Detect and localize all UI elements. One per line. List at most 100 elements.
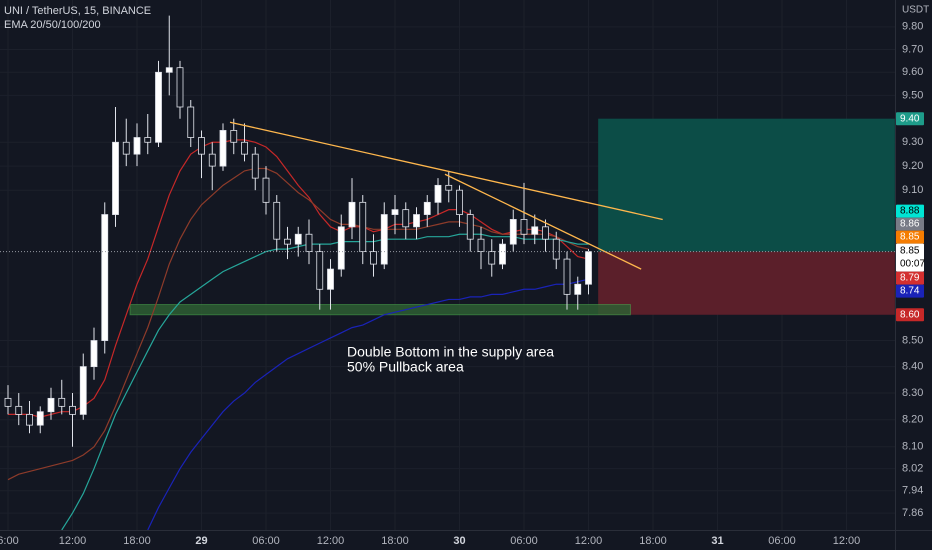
candle-body bbox=[327, 268, 334, 290]
candle-body bbox=[273, 201, 281, 240]
candle-body bbox=[26, 413, 33, 426]
x-tick-label: 29 bbox=[195, 535, 207, 547]
candle-body bbox=[391, 209, 399, 215]
grid bbox=[0, 0, 895, 530]
price-label: 9.40 bbox=[900, 113, 920, 124]
loss-zone bbox=[598, 251, 895, 315]
candle-body bbox=[348, 201, 356, 228]
candle-body bbox=[466, 214, 474, 240]
y-tick-label: 8.40 bbox=[902, 361, 923, 373]
price-label-box bbox=[896, 230, 924, 244]
candle-body bbox=[262, 177, 270, 203]
candle-body bbox=[251, 153, 259, 179]
price-label: 8.88 bbox=[900, 206, 920, 217]
candle-body bbox=[585, 251, 592, 285]
candle-body bbox=[413, 214, 420, 228]
y-tick-label: 8.02 bbox=[902, 463, 923, 475]
candle-body bbox=[36, 411, 44, 426]
y-tick-label: 9.60 bbox=[902, 66, 923, 78]
candle-body bbox=[380, 214, 388, 265]
candle-body bbox=[47, 397, 55, 413]
profit-zone bbox=[598, 118, 895, 252]
trendline bbox=[444, 173, 642, 270]
candle-body bbox=[305, 233, 313, 252]
candle-body bbox=[58, 397, 66, 407]
y-tick-label: 9.70 bbox=[902, 43, 923, 55]
y-tick-label: 9.30 bbox=[902, 136, 923, 148]
price-label: 8.60 bbox=[900, 309, 920, 320]
y-tick-label: 7.94 bbox=[902, 485, 923, 497]
indicator-label: EMA 20/50/100/200 bbox=[4, 19, 101, 31]
support-zone bbox=[129, 304, 631, 316]
ema-line bbox=[147, 278, 589, 530]
candle-body bbox=[294, 233, 302, 245]
price-label-box bbox=[896, 112, 924, 126]
price-label: 8.85 bbox=[900, 246, 920, 257]
candle-body bbox=[563, 258, 571, 295]
trendline bbox=[229, 121, 663, 221]
candle-body bbox=[69, 405, 76, 415]
y-tick-label: 9.50 bbox=[902, 89, 923, 101]
candle-body bbox=[499, 243, 506, 265]
candle-body bbox=[155, 71, 162, 143]
candle-body bbox=[574, 283, 582, 295]
candle-body bbox=[208, 153, 216, 167]
price-label: 8.74 bbox=[900, 286, 920, 297]
candle-body bbox=[219, 130, 227, 167]
candle-body bbox=[79, 366, 87, 415]
y-tick-label: 9.20 bbox=[902, 160, 923, 172]
candle-body bbox=[509, 219, 517, 245]
x-tick-label: 18:00 bbox=[123, 535, 151, 547]
y-tick-label: 9.10 bbox=[902, 184, 923, 196]
candle-body bbox=[165, 67, 173, 73]
candle-body bbox=[133, 137, 141, 155]
price-label: 8.79 bbox=[900, 273, 920, 284]
candle-body bbox=[445, 184, 453, 191]
axes: 9.80 9.70 9.60 9.50 9.30 9.20 9.10 8.50 8.40 8.30… bbox=[0, 21, 925, 547]
candle-body bbox=[423, 201, 431, 215]
y-tick-label: 8.50 bbox=[902, 334, 923, 346]
annotation: Double Bottom in the supply area bbox=[347, 344, 554, 360]
x-tick-label: 6:00 bbox=[0, 535, 19, 547]
y-tick-label: 8.30 bbox=[902, 387, 923, 399]
y-tick-label: 9.80 bbox=[902, 21, 923, 33]
candle-body bbox=[316, 251, 324, 290]
candle-body bbox=[198, 137, 205, 155]
candle-body bbox=[230, 130, 238, 143]
candle-body bbox=[187, 106, 195, 138]
y-tick-label: 8.20 bbox=[902, 414, 923, 426]
candle-body bbox=[434, 184, 442, 203]
x-tick-label: 18:00 bbox=[639, 535, 667, 547]
price-label-box bbox=[896, 284, 924, 298]
x-tick-label: 31 bbox=[711, 535, 723, 547]
plot-area bbox=[0, 15, 895, 530]
candle-body bbox=[370, 251, 377, 265]
x-tick-label: 30 bbox=[453, 535, 465, 547]
candle-body bbox=[542, 226, 549, 240]
candle-body bbox=[477, 238, 485, 252]
candle-body bbox=[552, 238, 560, 260]
candle-body bbox=[144, 137, 152, 143]
price-label-box bbox=[896, 204, 924, 218]
y-tick-label: 7.86 bbox=[902, 507, 923, 519]
x-tick-label: 12:00 bbox=[317, 535, 345, 547]
candle-body bbox=[112, 141, 119, 215]
ema-line bbox=[61, 233, 589, 530]
x-tick-label: 06:00 bbox=[768, 535, 796, 547]
candle-body bbox=[90, 340, 98, 368]
currency-label: USDT bbox=[902, 5, 929, 16]
ema-line bbox=[7, 167, 589, 481]
price-label-box bbox=[896, 308, 924, 322]
candle-body bbox=[488, 251, 496, 265]
price-label: 8.86 bbox=[900, 219, 920, 230]
y-tick-label: 8.10 bbox=[902, 441, 923, 453]
candle-body bbox=[122, 141, 130, 155]
x-tick-label: 06:00 bbox=[510, 535, 538, 547]
price-label-box bbox=[896, 217, 924, 231]
candle-body bbox=[241, 141, 248, 155]
candle-body bbox=[337, 226, 345, 270]
candle-body bbox=[520, 219, 528, 235]
x-tick-label: 12:00 bbox=[833, 535, 861, 547]
candle-body bbox=[284, 238, 291, 245]
